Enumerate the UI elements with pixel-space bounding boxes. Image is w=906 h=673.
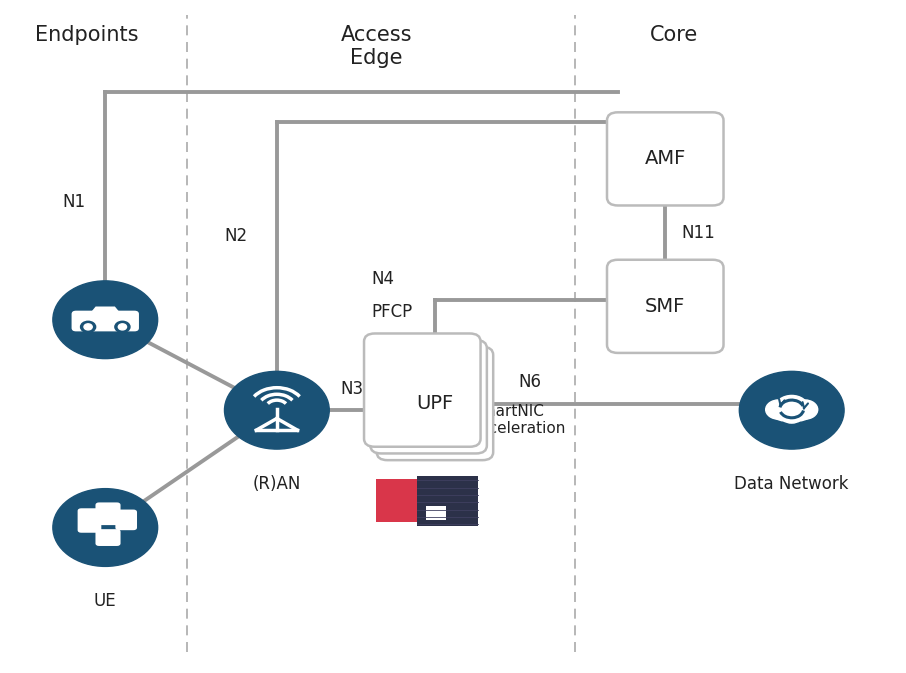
Circle shape — [53, 489, 158, 567]
FancyBboxPatch shape — [95, 529, 120, 546]
Text: SMF: SMF — [645, 297, 686, 316]
Circle shape — [779, 405, 804, 423]
Circle shape — [81, 321, 96, 332]
Text: Access
Edge: Access Edge — [341, 25, 412, 68]
Text: N4: N4 — [371, 270, 395, 287]
Polygon shape — [86, 306, 124, 318]
FancyBboxPatch shape — [364, 334, 480, 447]
Circle shape — [739, 371, 844, 449]
FancyBboxPatch shape — [115, 509, 137, 530]
Text: (R)AN: (R)AN — [253, 474, 301, 493]
Circle shape — [776, 396, 808, 420]
Circle shape — [115, 321, 130, 332]
Circle shape — [53, 281, 158, 359]
Circle shape — [766, 400, 792, 419]
FancyBboxPatch shape — [607, 112, 724, 205]
Circle shape — [225, 371, 329, 449]
FancyBboxPatch shape — [607, 260, 724, 353]
FancyBboxPatch shape — [95, 503, 120, 525]
Circle shape — [119, 324, 127, 330]
Text: Endpoints: Endpoints — [35, 25, 139, 45]
Text: N3: N3 — [341, 380, 363, 398]
Text: N6: N6 — [518, 374, 542, 392]
Text: UPF: UPF — [417, 394, 454, 413]
FancyBboxPatch shape — [72, 311, 139, 331]
Text: Core: Core — [651, 25, 699, 45]
Text: N11: N11 — [681, 223, 715, 242]
Text: N2: N2 — [225, 227, 247, 245]
FancyBboxPatch shape — [376, 479, 426, 522]
FancyBboxPatch shape — [377, 347, 493, 460]
Text: Data Network: Data Network — [735, 474, 849, 493]
Circle shape — [773, 404, 795, 421]
FancyBboxPatch shape — [417, 476, 478, 526]
Text: UE: UE — [94, 592, 117, 610]
Text: AMF: AMF — [644, 149, 686, 168]
Text: PFCP: PFCP — [371, 303, 413, 321]
Circle shape — [792, 400, 818, 419]
Text: SmartNIC
Acceleration: SmartNIC Acceleration — [471, 404, 566, 437]
FancyBboxPatch shape — [78, 508, 101, 533]
Text: N1: N1 — [63, 193, 85, 211]
FancyBboxPatch shape — [426, 505, 446, 520]
FancyBboxPatch shape — [371, 340, 487, 454]
Circle shape — [84, 324, 92, 330]
Circle shape — [789, 404, 810, 421]
